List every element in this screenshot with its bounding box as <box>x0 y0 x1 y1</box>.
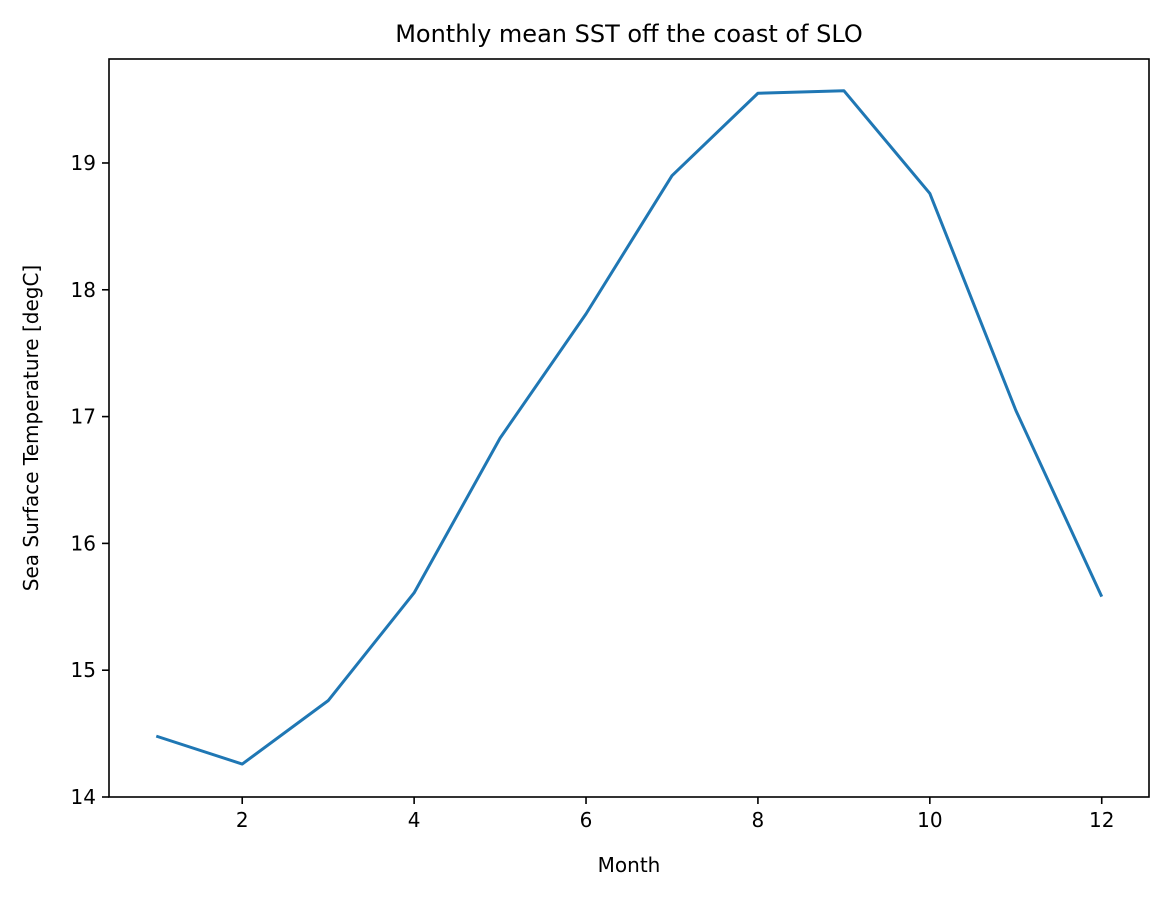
x-tick-label: 8 <box>752 808 765 832</box>
chart-title: Monthly mean SST off the coast of SLO <box>395 20 863 48</box>
y-tick-label: 14 <box>71 785 96 809</box>
y-tick-label: 18 <box>71 278 96 302</box>
x-axis: 2 4 6 8 10 12 <box>236 797 1114 832</box>
x-tick-label: 6 <box>580 808 593 832</box>
axes-frame <box>108 58 1150 798</box>
x-tick-label: 4 <box>408 808 421 832</box>
y-axis-label: Sea Surface Temperature [degC] <box>19 265 43 591</box>
y-tick-label: 15 <box>71 658 96 682</box>
y-tick-label: 16 <box>71 531 96 555</box>
x-tick-label: 12 <box>1089 808 1114 832</box>
x-tick-label: 2 <box>236 808 249 832</box>
x-tick-label: 10 <box>917 808 942 832</box>
x-axis-label: Month <box>598 853 661 877</box>
plot-area <box>155 89 1104 766</box>
y-tick-label: 17 <box>71 405 96 429</box>
y-axis: 14 15 16 17 18 19 <box>71 151 109 809</box>
series-line <box>155 89 1104 766</box>
y-tick-label: 19 <box>71 151 96 175</box>
